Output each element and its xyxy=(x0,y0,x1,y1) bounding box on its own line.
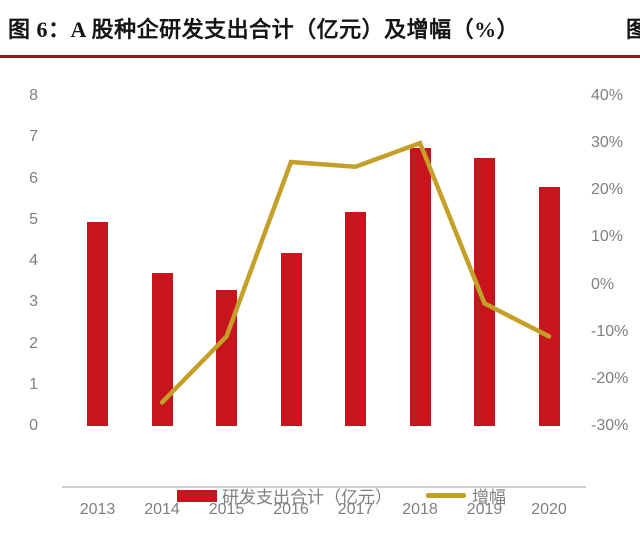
left-axis-tick-5: 5 xyxy=(29,210,38,228)
left-axis-tick-0: 0 xyxy=(29,417,38,434)
left-axis-tick-6: 6 xyxy=(29,169,38,187)
x-axis-line xyxy=(62,486,586,488)
left-axis-tick-3: 3 xyxy=(29,293,38,311)
bar-2016 xyxy=(280,252,302,426)
x-tick-2014: 2014 xyxy=(144,501,180,518)
left-axis-tick-8: 8 xyxy=(29,87,38,104)
x-tick-2013: 2013 xyxy=(79,501,116,518)
right-axis-tick-0%: 0% xyxy=(591,275,615,293)
right-axis-tick-40%: 40% xyxy=(591,87,624,104)
right-axis-tick-10%: 10% xyxy=(591,228,624,246)
x-tick-2017: 2017 xyxy=(337,501,374,518)
bar-2018 xyxy=(409,147,431,426)
left-axis-tick-1: 1 xyxy=(29,375,38,393)
bar-2014 xyxy=(151,273,173,426)
bar-2019 xyxy=(474,157,495,426)
right-axis-tick-20%: 20% xyxy=(591,181,624,199)
right-axis-tick--10%: -10% xyxy=(591,322,629,340)
legend: 研发支出合计（亿元） 增幅 xyxy=(177,483,506,508)
bar-2020 xyxy=(538,186,560,426)
x-tick-2018: 2018 xyxy=(402,501,438,518)
title-underline-rule xyxy=(0,55,640,58)
left-axis-tick-2: 2 xyxy=(29,334,38,352)
left-axis-tick-4: 4 xyxy=(29,252,38,269)
legend-line-label: 增幅 xyxy=(472,488,506,507)
chart-area: 0 1 2 3 4 5 6 7 8 40% 30% 20% 10% 0% -10% -20% -30% 201… xyxy=(0,60,640,533)
figure-title: 图 6：A 股种企研发支出合计（亿元）及增幅（%） xyxy=(8,17,520,42)
adjacent-figure-partial-char: 图 xyxy=(626,17,640,42)
x-tick-2015: 2015 xyxy=(208,501,245,518)
bar-2013 xyxy=(87,221,108,426)
x-tick-2020: 2020 xyxy=(531,501,567,518)
legend-bar-swatch xyxy=(177,489,217,502)
bar-2017 xyxy=(345,211,366,426)
right-axis-tick-30%: 30% xyxy=(591,134,624,152)
left-axis-tick-7: 7 xyxy=(29,128,38,146)
x-tick-2016: 2016 xyxy=(273,501,309,518)
bar-2015 xyxy=(216,289,237,426)
x-tick-2019: 2019 xyxy=(466,501,503,518)
right-axis-tick--30%: -30% xyxy=(591,417,629,434)
legend-line-swatch xyxy=(426,493,466,498)
right-axis-tick--20%: -20% xyxy=(591,369,629,387)
legend-bar-label: 研发支出合计（亿元） xyxy=(222,488,392,507)
